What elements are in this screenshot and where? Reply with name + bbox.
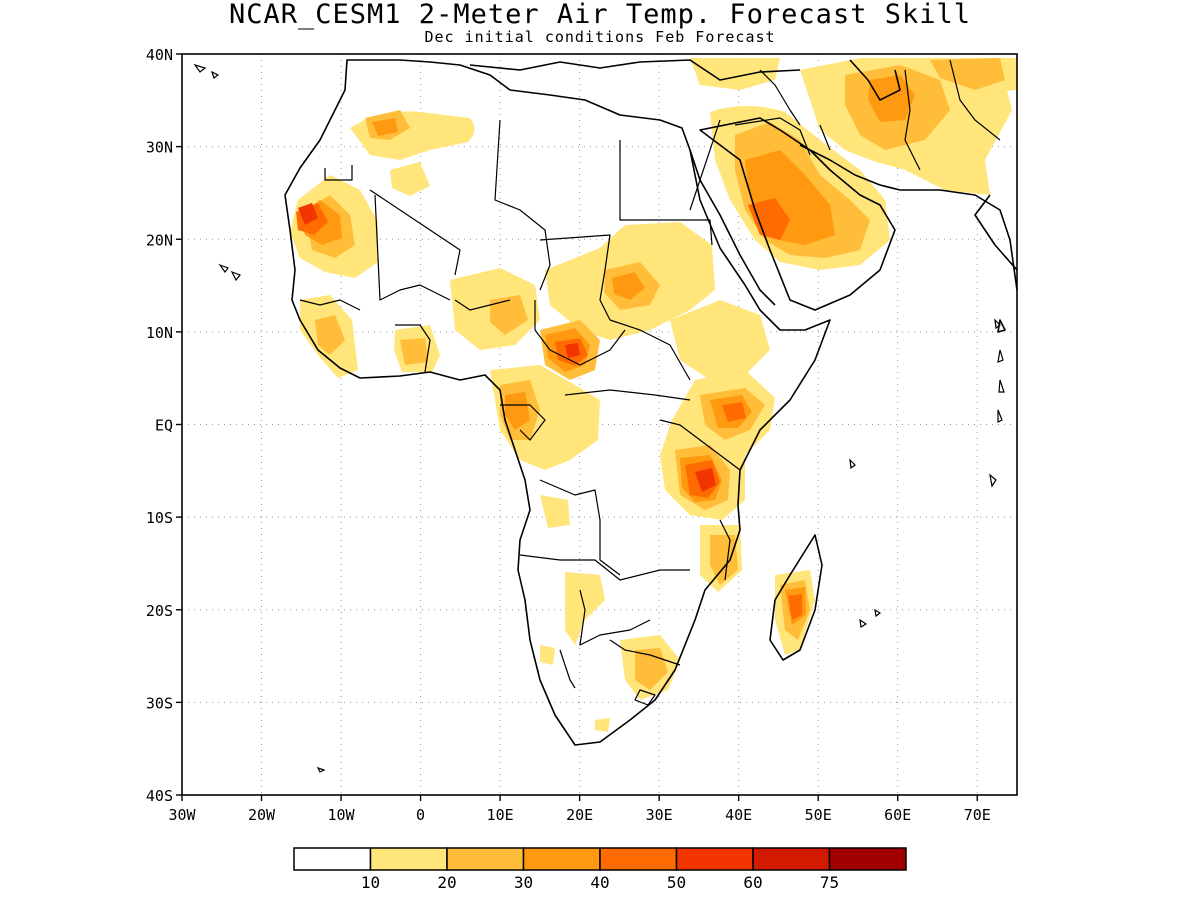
lon-tick-label: 20W: [248, 806, 276, 824]
colorbar-label: 60: [743, 873, 762, 892]
colorbar-label: 20: [437, 873, 456, 892]
colorbar-swatch: [599, 847, 678, 871]
africa-coastline: [284, 59, 831, 746]
lat-tick-label: 20N: [146, 231, 173, 249]
colorbar-swatch: [828, 847, 907, 871]
lat-tick-label: EQ: [155, 417, 173, 435]
skill-area-south-africa-west: [540, 645, 555, 665]
colorbar-label: 10: [361, 873, 380, 892]
lat-tick-label: 40N: [146, 46, 173, 64]
skill-area-angola-coast: [540, 495, 570, 528]
madagascar-coastline: [769, 534, 823, 661]
lat-tick-label: 20S: [146, 602, 173, 620]
colorbar-label: 30: [514, 873, 533, 892]
lat-axis-labels: 40N 30N 20N 10N EQ 10S 20S 30S 40S: [146, 46, 173, 805]
coastline-layer: [284, 59, 1018, 746]
colorbar: 10 20 30 40 50 60 75: [293, 847, 907, 892]
skill-area-cape: [595, 718, 610, 732]
colorbar-swatch: [752, 847, 831, 871]
map-title: NCAR_CESM1 2-Meter Air Temp. Forecast Sk…: [229, 0, 971, 30]
lon-tick-label: 20E: [566, 806, 593, 824]
axis-ticks: [176, 53, 978, 801]
lon-tick-label: 70E: [964, 806, 991, 824]
red-sea-west: [689, 149, 776, 306]
skill-area-turkey: [690, 58, 780, 90]
skill-area-ethiopia: [670, 300, 770, 380]
caspian: [849, 59, 901, 101]
lon-axis-labels: 30W 20W 10W 0 10E 20E 30E 40E 50E 60E 70E: [168, 806, 990, 824]
lon-tick-label: 30E: [646, 806, 673, 824]
colorbar-swatch: [446, 847, 525, 871]
colorbar-swatch: [675, 847, 754, 871]
lon-tick-label: 50E: [805, 806, 832, 824]
colorbar-swatch: [369, 847, 448, 871]
lon-tick-label: 0: [416, 806, 425, 824]
lon-tick-label: 60E: [884, 806, 911, 824]
lon-tick-label: 10E: [487, 806, 514, 824]
skill-area-algeria-east: [390, 162, 430, 196]
colorbar-swatch: [293, 847, 372, 871]
lat-tick-label: 40S: [146, 787, 173, 805]
border-layer: [299, 59, 1001, 706]
lon-tick-label: 30W: [168, 806, 196, 824]
lat-tick-label: 10N: [146, 324, 173, 342]
islands-layer: [193, 63, 1005, 773]
lon-tick-label: 40E: [725, 806, 752, 824]
map-subtitle: Dec initial conditions Feb Forecast: [424, 28, 776, 46]
colorbar-label: 75: [820, 873, 839, 892]
colorbar-label: 40: [590, 873, 609, 892]
persian-gulf: [799, 144, 1018, 291]
lon-tick-label: 10W: [328, 806, 356, 824]
india-coast: [974, 194, 1018, 271]
colorbar-swatch: [522, 847, 601, 871]
lat-tick-label: 10S: [146, 509, 173, 527]
lat-tick-label: 30N: [146, 139, 173, 157]
mediterranean-north: [469, 59, 801, 81]
arabia-coastline: [699, 117, 896, 311]
lat-tick-label: 30S: [146, 694, 173, 712]
colorbar-label: 50: [667, 873, 686, 892]
